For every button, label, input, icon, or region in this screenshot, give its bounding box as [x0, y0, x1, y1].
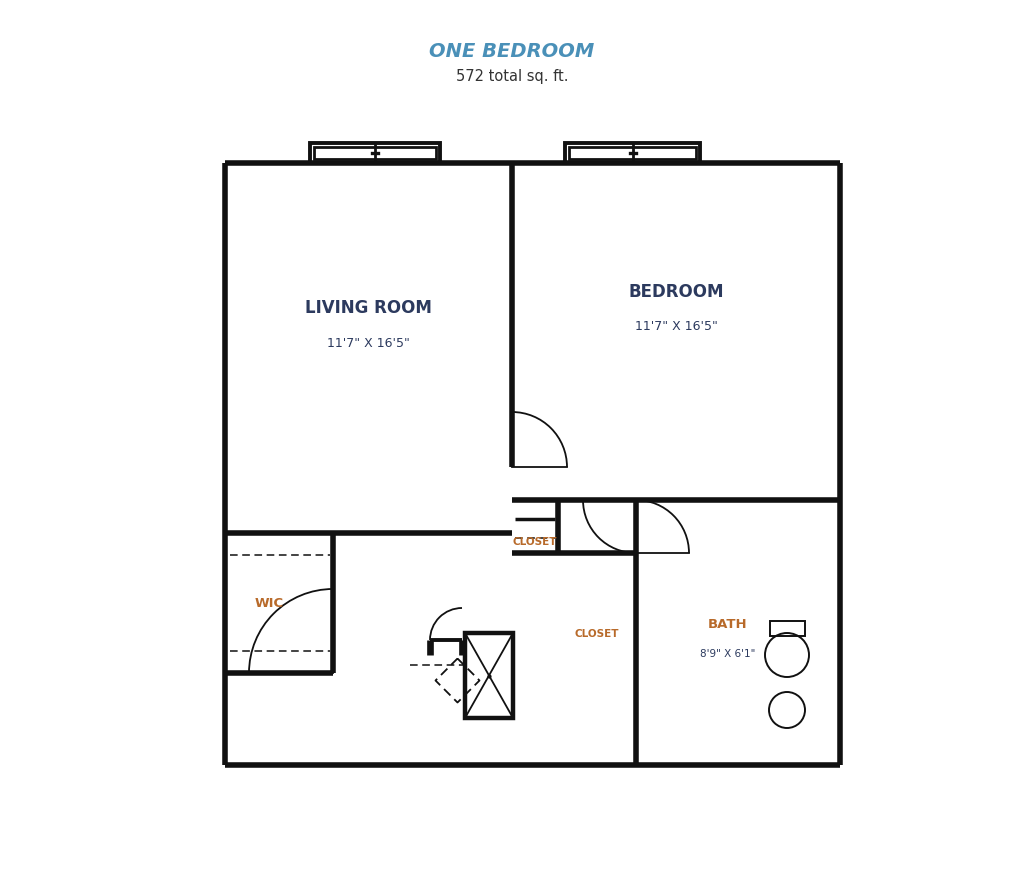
Text: CLOSET: CLOSET: [574, 629, 620, 639]
Text: 11'7" X 16'5": 11'7" X 16'5": [635, 320, 718, 333]
Text: CLOSET: CLOSET: [513, 537, 557, 547]
Text: 8'9" X 6'1": 8'9" X 6'1": [700, 649, 756, 659]
Text: LIVING ROOM: LIVING ROOM: [305, 299, 432, 317]
Bar: [565, 143, 700, 163]
Bar: [310, 143, 440, 163]
Text: BATH: BATH: [709, 617, 748, 631]
Text: ONE BEDROOM: ONE BEDROOM: [429, 41, 595, 61]
Text: WIC: WIC: [254, 597, 284, 609]
Bar: [465, 633, 513, 718]
Text: BEDROOM: BEDROOM: [629, 282, 724, 300]
Bar: [569, 147, 696, 159]
Bar: [769, 621, 805, 636]
Bar: [314, 147, 436, 159]
Text: 11'7" X 16'5": 11'7" X 16'5": [327, 337, 410, 349]
Text: 572 total sq. ft.: 572 total sq. ft.: [456, 68, 568, 83]
